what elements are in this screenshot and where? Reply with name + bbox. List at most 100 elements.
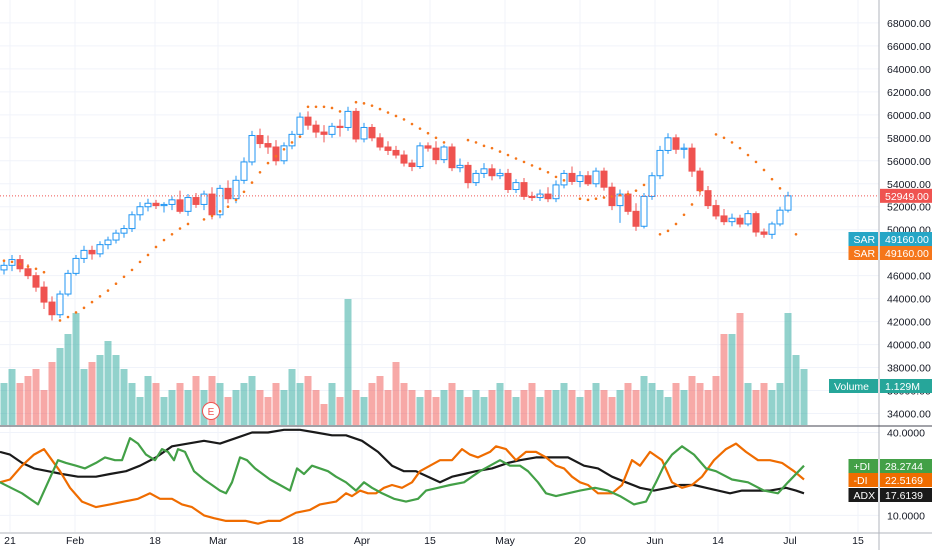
candle-body: [209, 194, 215, 215]
candle-body: [297, 117, 303, 134]
candle-body: [305, 117, 311, 125]
candle-body: [729, 218, 735, 221]
candle-body: [377, 138, 383, 147]
candle: [353, 108, 359, 142]
volume-bar: [353, 390, 360, 425]
candle-body: [393, 150, 399, 155]
candle-body: [737, 218, 743, 224]
volume-bar: [721, 334, 728, 425]
event-markers: E: [203, 403, 220, 420]
x-tick-label: 18: [149, 535, 161, 547]
sar-dot: [515, 157, 518, 160]
volume-bar: [161, 397, 168, 425]
sar-dot: [83, 307, 86, 310]
x-tick-label: 14: [712, 535, 724, 547]
volume-bar: [457, 390, 464, 425]
volume-bar: [449, 383, 456, 425]
candle-body: [73, 258, 79, 273]
candle-body: [321, 132, 327, 134]
sar-dot: [355, 101, 358, 104]
sar-dot: [299, 135, 302, 138]
sar-dot: [675, 223, 678, 226]
volume-bar: [577, 397, 584, 425]
volume-bar: [25, 376, 32, 425]
candle-body: [657, 150, 663, 175]
earnings-marker: E: [203, 403, 220, 420]
candle-body: [57, 294, 63, 315]
y-tick-label: 34000.00: [887, 409, 931, 421]
volume-bar: [305, 376, 312, 425]
volume-bar: [249, 376, 256, 425]
adx-badge-label: ADX: [854, 490, 876, 502]
volume-bar: [369, 383, 376, 425]
volume-badge-label: Volume: [834, 381, 869, 393]
volume-badge-value: 1.129M: [885, 381, 920, 393]
candle-body: [681, 148, 687, 149]
candle-body: [49, 302, 55, 315]
volume-bar: [233, 390, 240, 425]
volume-bar: [297, 383, 304, 425]
sar-dot: [715, 133, 718, 136]
candle-body: [745, 214, 751, 224]
volume-bar: [753, 390, 760, 425]
candle-body: [289, 134, 295, 145]
adx-badge-value: 17.6139: [885, 490, 923, 502]
sar-dot: [467, 139, 470, 142]
sar-dot: [507, 154, 510, 157]
candle-body: [689, 148, 695, 171]
candle-body: [409, 163, 415, 166]
sar-dot: [275, 155, 278, 158]
volume-bar: [465, 397, 472, 425]
candle-body: [577, 176, 583, 182]
sar-dot: [211, 215, 214, 218]
volume-bar: [241, 383, 248, 425]
candle-body: [785, 196, 791, 210]
candle-body: [153, 203, 159, 205]
y-tick-label: 58000.00: [887, 133, 931, 145]
sar-dot: [259, 171, 262, 174]
sar-badge-2-value: 49160.00: [885, 248, 929, 260]
y-tick-label: 38000.00: [887, 363, 931, 375]
volume-bar: [41, 390, 48, 425]
candle-body: [249, 136, 255, 162]
sar-dot: [27, 265, 30, 268]
x-tick-label: 15: [424, 535, 436, 547]
sar-dot: [499, 150, 502, 153]
volume-bar: [313, 390, 320, 425]
volume-bar: [497, 383, 504, 425]
volume-bar: [185, 390, 192, 425]
candle-body: [513, 183, 519, 190]
x-tick-label: 18: [292, 535, 304, 547]
minus-di-badge-value: 22.5169: [885, 475, 923, 487]
candle-body: [169, 200, 175, 205]
candle-body: [777, 210, 783, 224]
candle: [281, 142, 287, 164]
candle-body: [161, 204, 167, 205]
candle-body: [345, 111, 351, 127]
volume-bar: [337, 397, 344, 425]
sar-dot: [267, 162, 270, 165]
candle: [657, 146, 663, 179]
volume-bar: [1, 383, 8, 425]
sar-dot: [579, 197, 582, 200]
x-tick-label: Feb: [66, 535, 84, 547]
volume-bar: [265, 397, 272, 425]
sar-dot: [523, 161, 526, 164]
candle-body: [505, 173, 511, 189]
y-tick-label: 44000.00: [887, 294, 931, 306]
volume-bar: [345, 299, 352, 425]
candle-body: [193, 198, 199, 205]
volume-bar: [633, 390, 640, 425]
y-tick-label: 64000.00: [887, 64, 931, 76]
sar-dot: [403, 118, 406, 121]
sar-dot: [587, 199, 590, 202]
volume-bar: [281, 390, 288, 425]
sar-dot: [659, 233, 662, 236]
sar-dot: [555, 176, 558, 179]
candle-body: [417, 146, 423, 167]
volume-bar: [793, 355, 800, 425]
volume-bar: [441, 390, 448, 425]
volume-bar: [689, 376, 696, 425]
